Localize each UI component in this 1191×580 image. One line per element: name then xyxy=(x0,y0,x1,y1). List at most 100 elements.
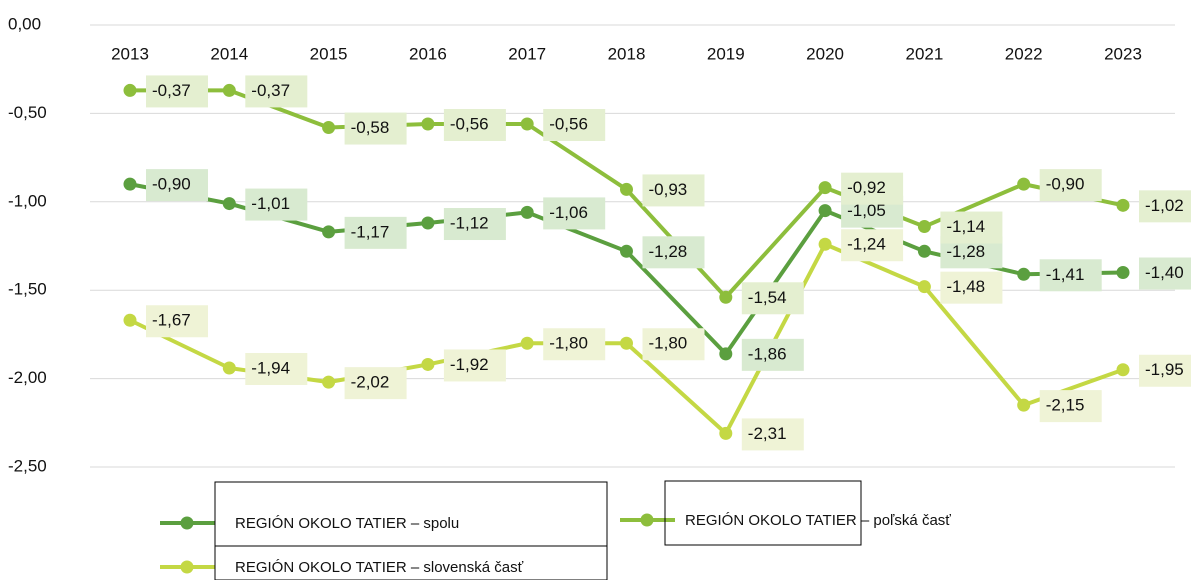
data-label: -1,05 xyxy=(847,201,886,220)
point xyxy=(520,336,534,350)
legend-box xyxy=(214,545,608,580)
data-label-box xyxy=(1139,257,1191,290)
data-label: -0,37 xyxy=(251,81,290,100)
point xyxy=(917,220,931,234)
point xyxy=(719,347,733,361)
data-label: -0,90 xyxy=(1046,175,1085,194)
data-label-box xyxy=(940,211,1003,244)
data-label: -1,17 xyxy=(351,222,390,241)
data-label: -0,90 xyxy=(152,175,191,194)
data-label: -0,37 xyxy=(152,81,191,100)
point xyxy=(620,244,633,258)
point xyxy=(1116,198,1130,212)
data-label-box xyxy=(443,109,506,142)
legend: REGIÓN OKOLO TATIER – spolu REGIÓN OKOLO … xyxy=(160,480,951,580)
data-label: -0,93 xyxy=(649,180,688,199)
x-tick-label: 2021 xyxy=(905,44,943,63)
point xyxy=(1116,363,1130,377)
data-label: -1,48 xyxy=(946,277,985,296)
point xyxy=(917,244,931,258)
data-label: -1,28 xyxy=(946,242,985,261)
data-label: -1,28 xyxy=(649,242,688,261)
data-label: -1,54 xyxy=(748,288,787,307)
point xyxy=(520,117,534,131)
data-label-box xyxy=(543,197,606,230)
x-tick-label: 2022 xyxy=(1005,44,1043,63)
y-tick-label: -0,50 xyxy=(8,103,47,122)
legend-label: REGIÓN OKOLO TATIER – slovenská časť xyxy=(235,559,524,576)
data-label-box xyxy=(146,75,208,108)
data-label: -1,40 xyxy=(1145,263,1184,282)
x-tick-label: 2019 xyxy=(707,44,745,63)
legend-marker xyxy=(180,516,194,530)
point xyxy=(322,225,336,239)
data-label: -0,92 xyxy=(847,178,886,197)
legend-marker xyxy=(180,560,194,574)
x-tick-label: 2015 xyxy=(310,44,348,63)
data-label-box xyxy=(245,188,308,221)
data-label-box xyxy=(443,349,506,382)
data-label: -1,02 xyxy=(1145,196,1184,215)
data-label-box xyxy=(543,109,606,142)
data-label-box xyxy=(543,328,606,361)
y-tick-label: -2,50 xyxy=(8,456,47,475)
data-label-box xyxy=(146,305,208,338)
data-label: -2,02 xyxy=(351,373,390,392)
y-tick-label: -1,50 xyxy=(8,280,47,299)
data-label-box xyxy=(1039,169,1102,202)
x-tick-label: 2013 xyxy=(111,44,149,63)
data-label: -1,06 xyxy=(549,203,588,222)
data-label: -1,41 xyxy=(1046,265,1085,284)
data-label: -1,94 xyxy=(251,358,290,377)
data-label-box xyxy=(146,169,208,202)
point xyxy=(620,182,633,196)
data-label: -1,92 xyxy=(450,355,489,374)
point xyxy=(1017,177,1031,191)
data-label: -2,15 xyxy=(1046,396,1085,415)
data-label-box xyxy=(741,418,804,451)
y-tick-label: -1,00 xyxy=(8,191,47,210)
data-label-box xyxy=(344,112,407,145)
x-tick-label: 2017 xyxy=(508,44,546,63)
legend-box xyxy=(664,480,862,546)
data-label: -1,67 xyxy=(152,311,191,330)
point xyxy=(719,426,733,440)
x-tick-label: 2018 xyxy=(608,44,646,63)
data-label-box xyxy=(344,216,407,249)
point xyxy=(818,237,832,251)
data-label-box xyxy=(940,271,1003,304)
point xyxy=(1017,267,1031,281)
legend-marker xyxy=(640,513,654,527)
data-label-box xyxy=(245,352,308,385)
data-label-box xyxy=(344,367,407,400)
data-label: -0,58 xyxy=(351,118,390,137)
point xyxy=(620,336,633,350)
point xyxy=(322,121,336,135)
data-label-box xyxy=(741,338,804,371)
point xyxy=(123,177,137,191)
data-label: -0,56 xyxy=(549,114,588,133)
point xyxy=(222,361,236,375)
y-tick-label: 0,00 xyxy=(8,14,41,33)
data-label: -1,80 xyxy=(549,334,588,353)
data-label-box xyxy=(841,229,904,262)
data-label: -0,56 xyxy=(450,114,489,133)
legend-label: REGIÓN OKOLO TATIER – spolu xyxy=(235,515,459,532)
data-label-box xyxy=(642,236,705,269)
point xyxy=(520,205,534,219)
point xyxy=(1116,266,1130,280)
data-label-box xyxy=(642,174,705,207)
point xyxy=(719,290,733,304)
data-label-box xyxy=(245,75,308,108)
point xyxy=(818,204,832,218)
data-label-box xyxy=(741,282,804,315)
data-label: -1,14 xyxy=(946,217,985,236)
point xyxy=(421,117,435,131)
data-label: -1,86 xyxy=(748,344,787,363)
point xyxy=(322,375,336,389)
point xyxy=(421,357,435,371)
point xyxy=(421,216,435,230)
x-tick-label: 2016 xyxy=(409,44,447,63)
x-tick-label: 2014 xyxy=(210,44,248,63)
